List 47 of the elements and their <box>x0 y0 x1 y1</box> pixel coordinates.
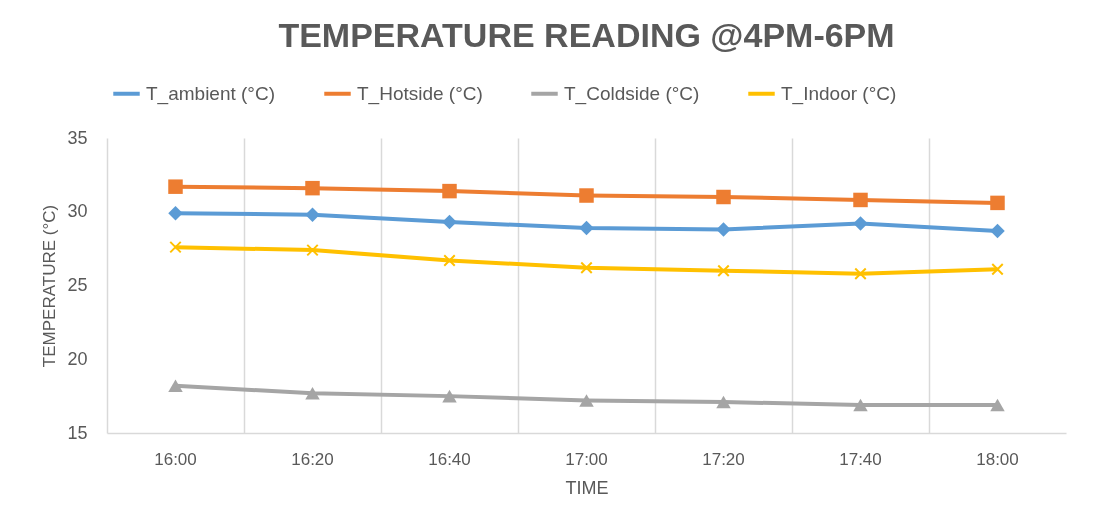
x-tick-label: 16:00 <box>154 449 197 469</box>
point <box>442 389 457 403</box>
point <box>990 398 1005 412</box>
point <box>443 254 456 267</box>
point <box>580 261 593 275</box>
y-tick-label: 35 <box>67 127 88 148</box>
x-tick-label: 18:00 <box>976 449 1019 469</box>
point <box>579 220 594 236</box>
legend-label: T_ambient (°C) <box>146 82 276 105</box>
point <box>305 180 320 196</box>
legend-label: T_Indoor (°C) <box>781 82 897 105</box>
point <box>854 267 867 280</box>
x-axis-title: TIME <box>565 477 609 498</box>
y-axis-title: TEMPERATURE (°C) <box>40 204 60 368</box>
x-tick-label: 17:20 <box>702 449 745 469</box>
x-tick-label: 17:40 <box>839 449 882 469</box>
point <box>990 223 1005 239</box>
legend-label: T_Hotside (°C) <box>357 82 483 105</box>
point <box>990 195 1005 211</box>
point <box>306 243 319 257</box>
x-tick-label: 16:20 <box>291 449 334 469</box>
point <box>168 379 183 393</box>
point <box>579 188 594 203</box>
point <box>168 179 183 194</box>
x-tick-label: 16:40 <box>428 449 471 469</box>
point <box>305 386 320 400</box>
point <box>853 192 868 208</box>
point <box>991 263 1004 276</box>
y-tick-label: 20 <box>67 348 88 369</box>
point <box>716 395 731 409</box>
legend-label: T_Coldside (°C) <box>564 82 700 105</box>
point <box>716 189 731 205</box>
chart-title: TEMPERATURE READING @4PM-6PM <box>278 16 895 54</box>
point <box>305 207 320 222</box>
point <box>853 216 868 231</box>
point <box>579 394 594 407</box>
y-tick-label: 30 <box>67 201 88 222</box>
point <box>442 183 457 199</box>
point <box>717 264 730 277</box>
point <box>853 398 868 412</box>
x-tick-label: 17:00 <box>565 449 608 469</box>
point <box>168 205 183 221</box>
point <box>169 240 182 254</box>
point <box>442 214 457 230</box>
point <box>716 222 731 237</box>
y-tick-label: 15 <box>67 422 88 443</box>
y-tick-label: 25 <box>67 275 88 295</box>
